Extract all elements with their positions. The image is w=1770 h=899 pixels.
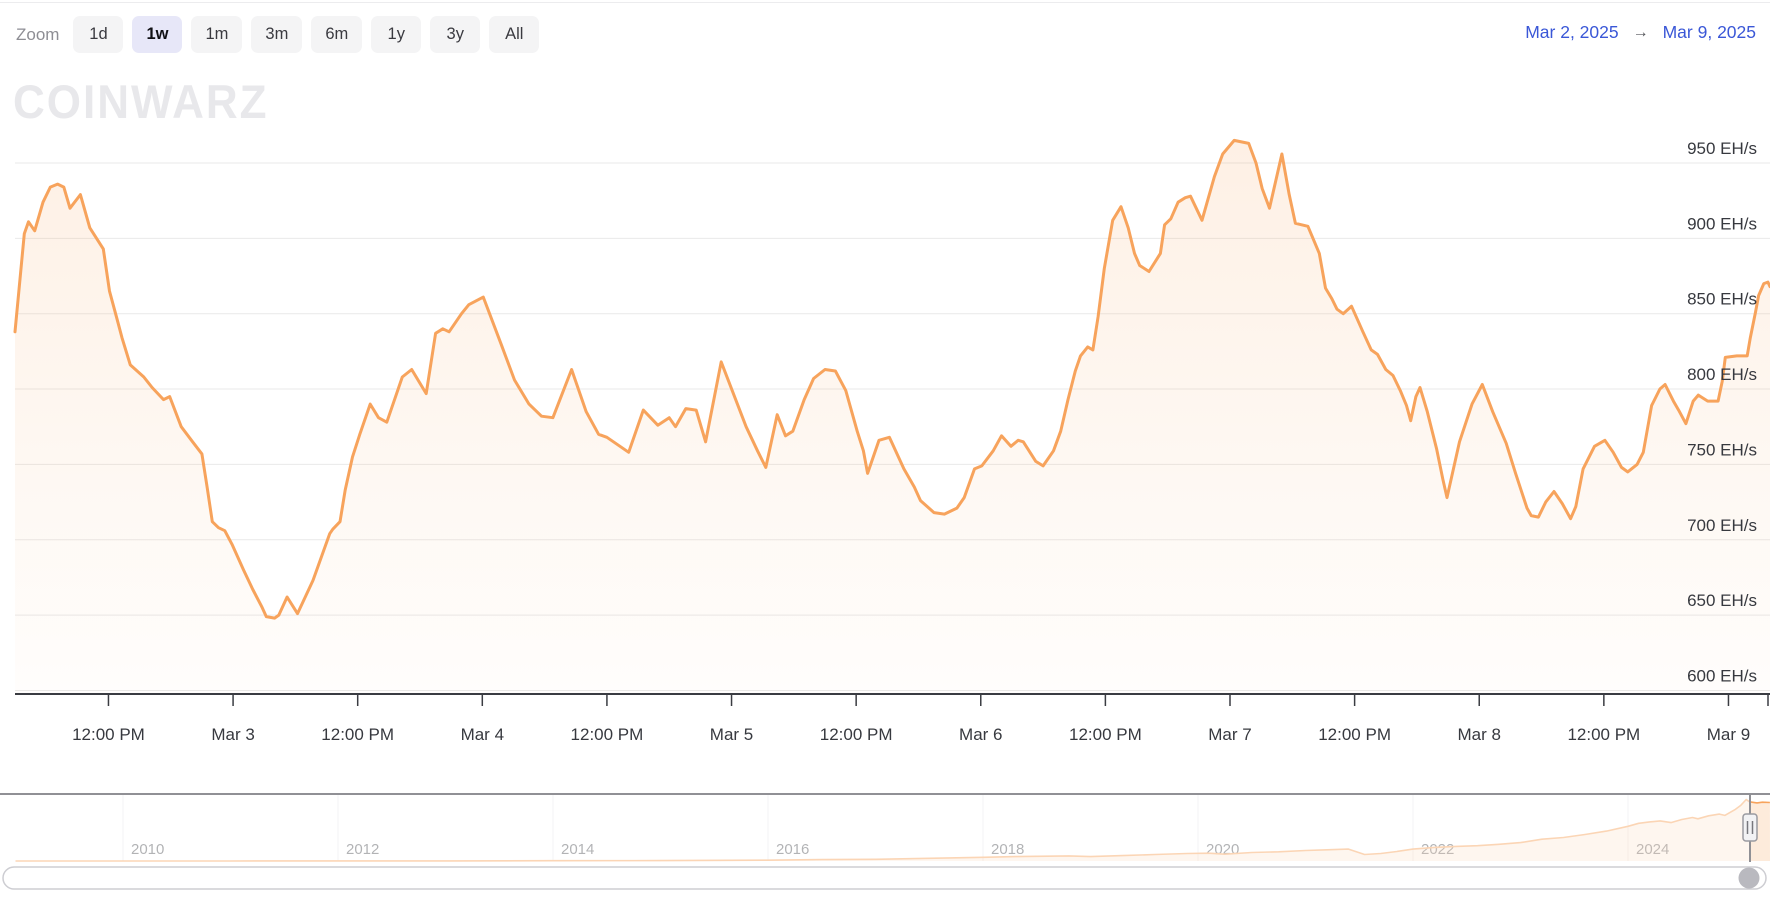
hashrate-line	[13, 138, 1770, 620]
x-axis-label: Mar 8	[1457, 725, 1500, 744]
range-button-3m[interactable]: 3m	[251, 16, 303, 53]
x-axis-label: Mar 5	[710, 725, 753, 744]
y-axis-label: 600 EH/s	[1687, 666, 1757, 685]
coinwarz-logo: CoinWarz	[13, 76, 269, 129]
scrollbar-thumb[interactable]	[1738, 867, 1760, 889]
range-button-3y[interactable]: 3y	[430, 16, 481, 53]
range-button-1d[interactable]: 1d	[73, 16, 124, 53]
range-button-1w[interactable]: 1w	[132, 16, 183, 53]
y-axis-label: 700 EH/s	[1687, 516, 1757, 535]
plot-area[interactable]	[15, 110, 1770, 694]
y-axis-label: 650 EH/s	[1687, 591, 1757, 610]
x-axis-label: Mar 9	[1707, 725, 1750, 744]
x-axis-label: 12:00 PM	[1567, 725, 1640, 744]
top-divider	[0, 2, 1770, 3]
range-button-all[interactable]: All	[489, 16, 540, 53]
scrollbar-track[interactable]	[2, 866, 1767, 890]
x-axis-label: 12:00 PM	[72, 725, 145, 744]
navigator-track[interactable]	[0, 793, 1770, 861]
x-axis-label: 12:00 PM	[321, 725, 394, 744]
range-buttons: 1d 1w 1m 3m 6m 1y 3y All	[73, 16, 548, 53]
y-axis-label: 750 EH/s	[1687, 440, 1757, 459]
zoom-label: Zoom	[16, 24, 60, 44]
date-to-input[interactable]: Mar 9, 2025	[1662, 22, 1756, 42]
y-axis-label: 900 EH/s	[1687, 214, 1757, 233]
y-axis-label: 950 EH/s	[1687, 139, 1757, 158]
x-axis-label: Mar 3	[211, 725, 254, 744]
hashrate-area	[15, 140, 1770, 694]
x-axis-label: 12:00 PM	[820, 725, 893, 744]
navigator-handle[interactable]	[1742, 813, 1758, 842]
range-button-1y[interactable]: 1y	[371, 16, 422, 53]
date-range: Mar 2, 2025 → Mar 9, 2025	[1525, 22, 1756, 43]
arrow-right-icon: →	[1632, 23, 1649, 41]
x-axis-label: Mar 4	[461, 725, 504, 744]
x-axis-label: Mar 6	[959, 725, 1002, 744]
x-axis-label: 12:00 PM	[1318, 725, 1391, 744]
x-axis-label: 12:00 PM	[571, 725, 644, 744]
range-button-1m[interactable]: 1m	[191, 16, 243, 53]
range-button-6m[interactable]: 6m	[311, 16, 363, 53]
x-axis-label: Mar 7	[1208, 725, 1251, 744]
x-axis-label: 12:00 PM	[1069, 725, 1142, 744]
y-axis-label: 850 EH/s	[1687, 290, 1757, 309]
date-from-input[interactable]: Mar 2, 2025	[1525, 22, 1619, 42]
range-selector-toolbar: Zoom 1d 1w 1m 3m 6m 1y 3y All	[16, 16, 548, 53]
y-axis-label: 800 EH/s	[1687, 365, 1757, 384]
navigator-mask	[0, 793, 1750, 862]
